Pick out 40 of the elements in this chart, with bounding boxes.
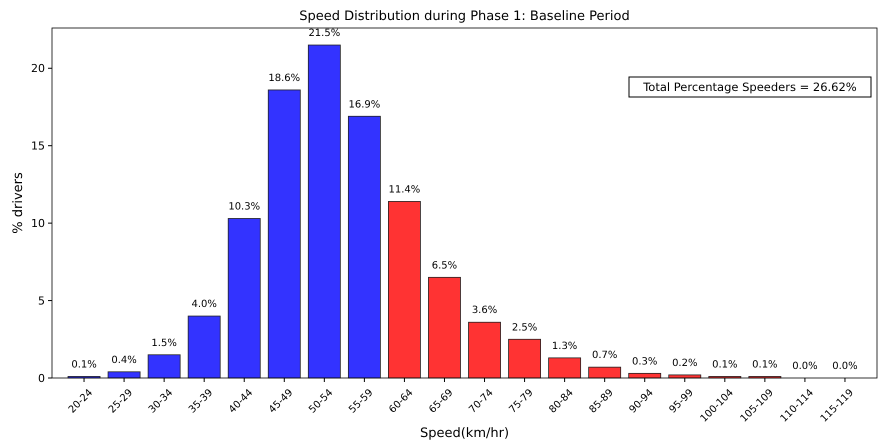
data-label: 0.7% [592,350,618,362]
annotation: Total Percentage Speeders = 26.62% [642,80,857,94]
bar [148,354,181,378]
data-label: 18.6% [268,72,300,84]
x-axis-title: Speed(km/hr) [420,426,510,441]
data-label: 0.1% [71,359,97,370]
bar [468,322,501,378]
bar [388,201,421,378]
data-label: 0.1% [712,359,738,370]
chart-title: Speed Distribution during Phase 1: Baseline Period [299,9,630,24]
bar [268,90,301,378]
y-tick-label: 0 [38,372,45,385]
data-label: 0.3% [632,356,658,368]
bar [308,44,341,378]
y-tick-label: 10 [31,216,45,230]
data-label: 0.0% [832,361,858,372]
bar [508,338,541,378]
bar [348,116,381,378]
data-label: 1.3% [552,340,578,352]
data-label: 11.4% [388,184,420,196]
data-label: 2.5% [512,322,538,334]
y-tick-label: 5 [38,294,45,308]
y-axis-title: % drivers [11,172,26,234]
data-label: 16.9% [348,99,380,110]
y-tick-label: 15 [31,140,45,153]
data-label: 10.3% [228,201,260,212]
data-label: 21.5% [308,28,340,40]
bar [548,357,582,378]
data-label: 0.0% [792,361,818,372]
data-label: 1.5% [151,338,177,349]
bar [188,316,221,378]
data-label: 6.5% [432,260,458,272]
data-label: 3.6% [472,305,498,316]
bar [428,276,461,378]
bar [228,218,261,378]
y-tick-label: 20 [31,62,45,76]
data-label: 0.2% [672,358,698,369]
data-label: 0.1% [752,359,778,370]
data-label: 0.4% [111,354,137,366]
data-label: 4.0% [191,299,217,310]
